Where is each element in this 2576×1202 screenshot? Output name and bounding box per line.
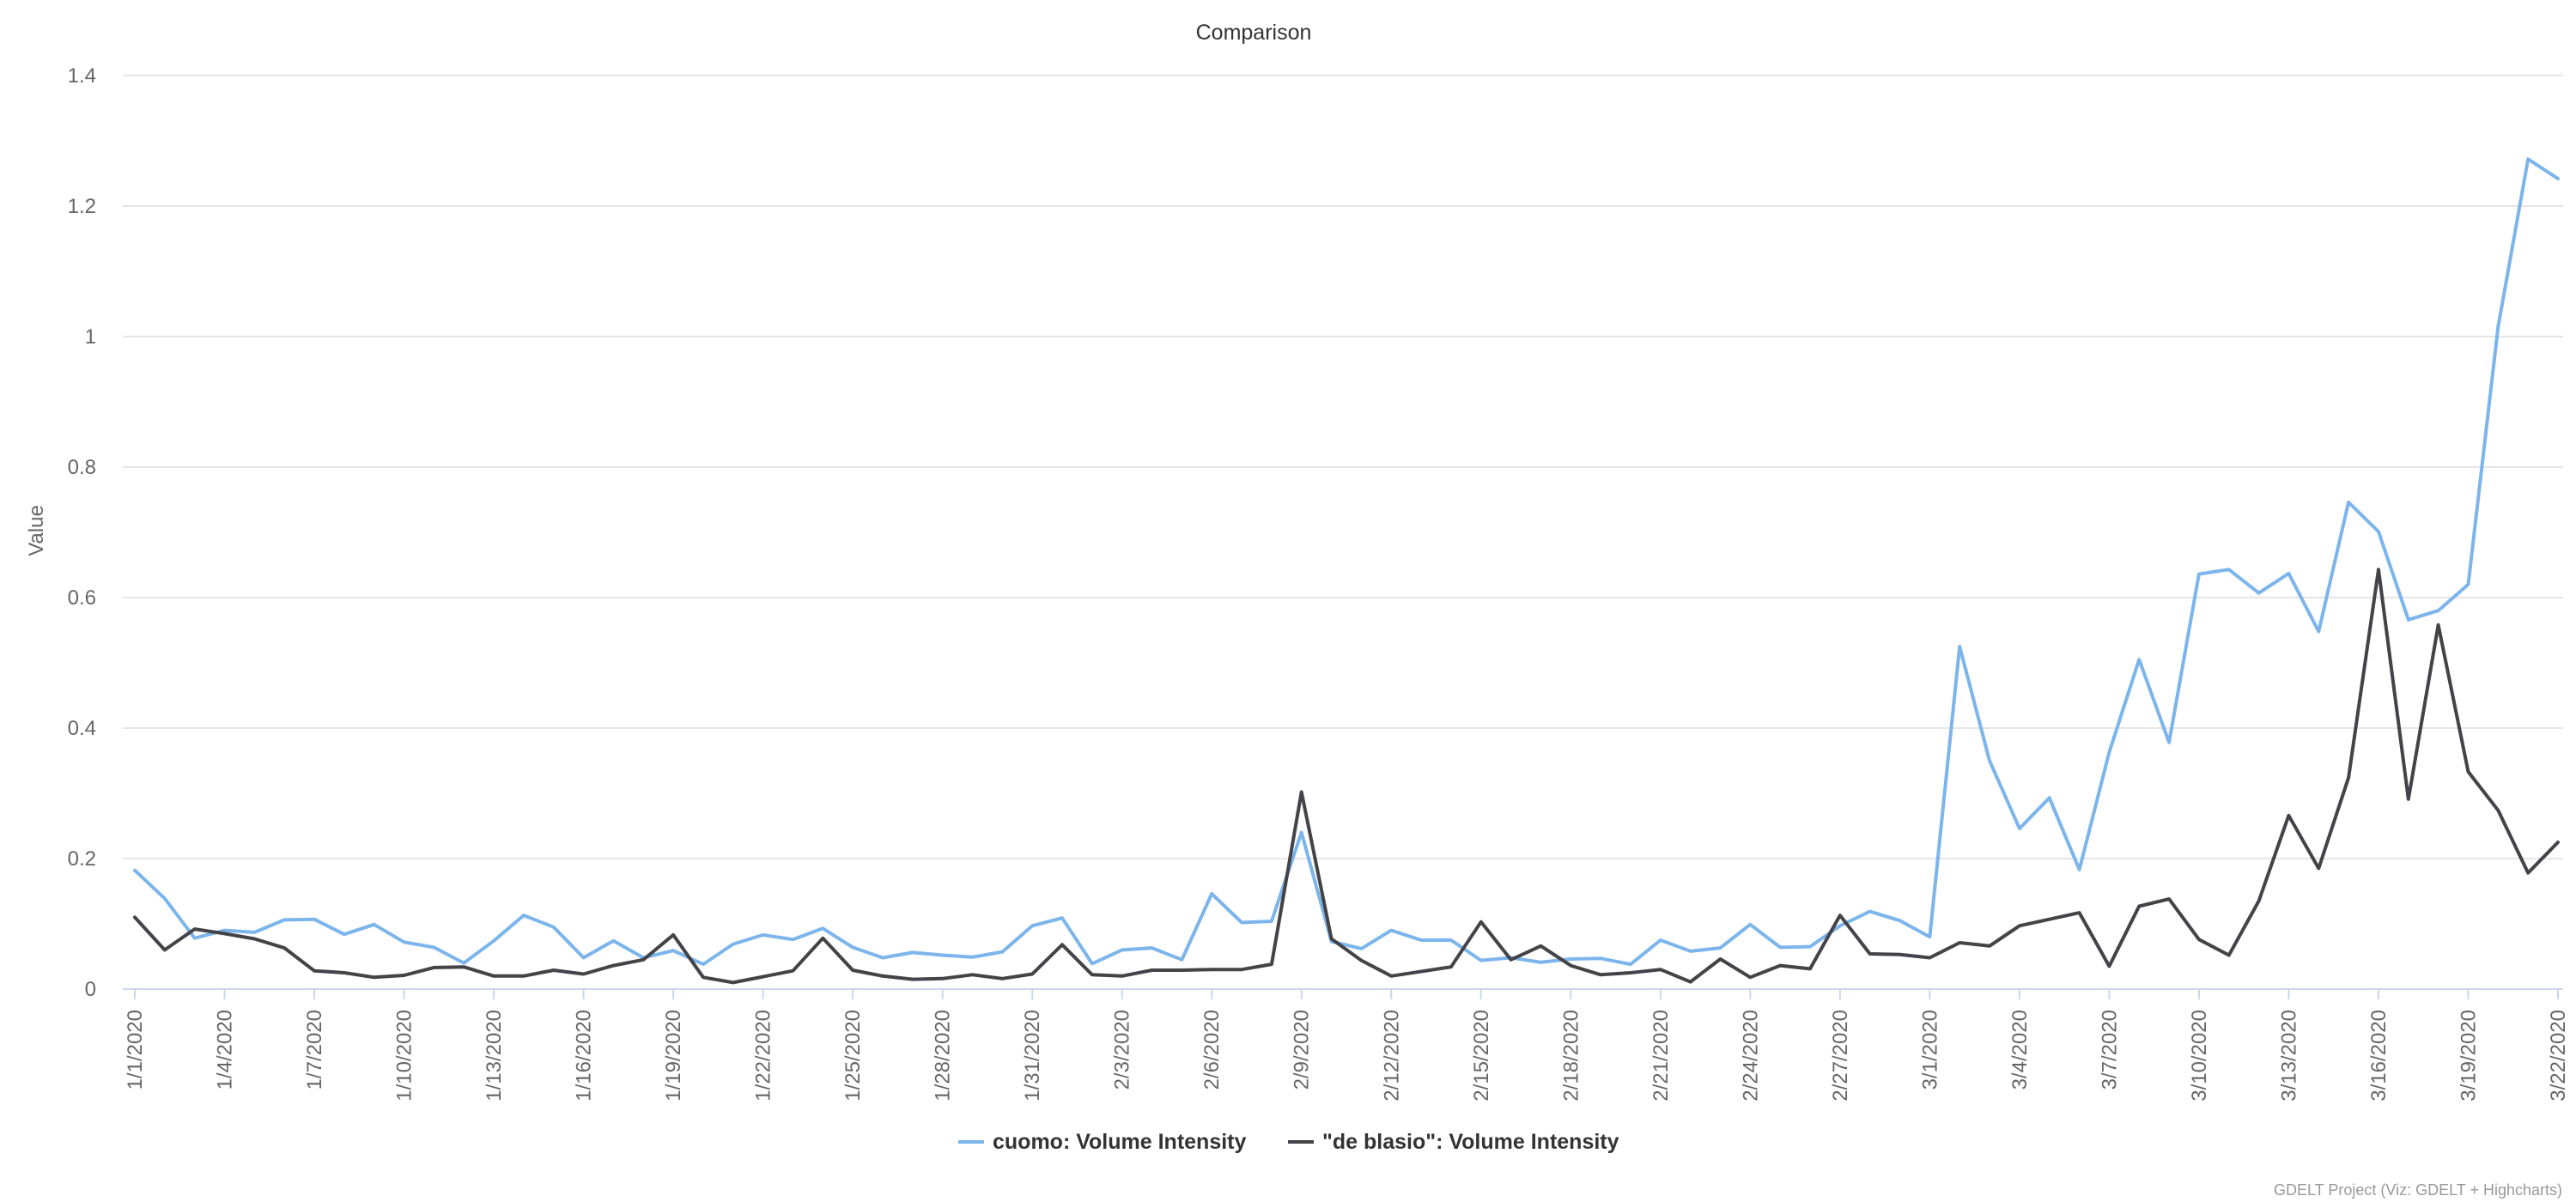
x-tick-label: 1/7/2020 xyxy=(303,1010,326,1090)
x-tick-label: 2/3/2020 xyxy=(1111,1010,1134,1090)
y-tick-label: 1.2 xyxy=(68,195,96,218)
x-tick-label: 2/12/2020 xyxy=(1380,1010,1403,1102)
chart-title: Comparison xyxy=(1196,21,1312,45)
x-tick-label: 3/16/2020 xyxy=(2367,1010,2391,1102)
x-tick-label: 2/15/2020 xyxy=(1470,1010,1493,1102)
x-tick-label: 3/10/2020 xyxy=(2188,1010,2211,1102)
legend-item-0[interactable]: cuomo: Volume Intensity xyxy=(958,1130,1246,1154)
x-tick-label: 1/31/2020 xyxy=(1021,1010,1044,1102)
y-tick-label: 1 xyxy=(85,325,96,349)
x-tick-label: 1/10/2020 xyxy=(393,1010,416,1102)
series-lines[interactable] xyxy=(133,157,2560,985)
y-tick-label: 0.2 xyxy=(68,847,96,871)
x-tick-label: 2/6/2020 xyxy=(1200,1010,1224,1090)
x-tick-label: 1/25/2020 xyxy=(841,1010,865,1102)
y-tick-label: 0.6 xyxy=(68,586,96,610)
x-tick-label: 3/1/2020 xyxy=(1918,1010,1941,1090)
y-tick-label: 0 xyxy=(85,978,96,1001)
x-tick-label: 1/22/2020 xyxy=(752,1010,775,1102)
x-tick-label: 3/4/2020 xyxy=(2008,1010,2032,1090)
y-tick-label: 0.4 xyxy=(68,717,96,740)
y-axis-label: Value xyxy=(25,505,48,556)
x-axis-ticks: 1/1/2020 1/4/2020 1/7/2020 1/10/2020 1/13/20… xyxy=(124,989,2570,1102)
x-tick-label: 1/19/2020 xyxy=(662,1010,685,1102)
series-points-0 xyxy=(133,158,2559,966)
series-line-0[interactable] xyxy=(133,157,2560,967)
x-tick-label: 2/21/2020 xyxy=(1649,1010,1673,1102)
x-tick-label: 3/19/2020 xyxy=(2457,1010,2480,1102)
x-tick-label: 2/9/2020 xyxy=(1291,1010,1314,1090)
x-tick-label: 3/22/2020 xyxy=(2547,1010,2570,1102)
x-tick-label: 2/24/2020 xyxy=(1739,1010,1762,1102)
x-tick-label: 2/27/2020 xyxy=(1829,1010,1852,1102)
y-axis-ticks: 0 0.2 0.4 0.6 0.8 1 1.2 1.4 xyxy=(68,64,96,1001)
legend-item-1[interactable]: "de blasio": Volume Intensity xyxy=(1288,1130,1619,1154)
y-tick-label: 1.4 xyxy=(68,64,96,88)
y-tick-label: 0.8 xyxy=(68,456,96,479)
x-tick-label: 1/1/2020 xyxy=(124,1010,147,1090)
x-tick-label: 1/4/2020 xyxy=(214,1010,237,1090)
legend-label: "de blasio": Volume Intensity xyxy=(1322,1130,1619,1154)
chart-credit[interactable]: GDELT Project (Viz: GDELT + Highcharts) xyxy=(2274,1181,2562,1199)
gridlines xyxy=(123,75,2563,859)
x-tick-label: 1/13/2020 xyxy=(483,1010,506,1102)
x-tick-label: 2/18/2020 xyxy=(1559,1010,1583,1102)
x-tick-label: 1/28/2020 xyxy=(932,1010,955,1102)
x-tick-label: 1/16/2020 xyxy=(573,1010,596,1102)
legend: cuomo: Volume Intensity "de blasio": Volu… xyxy=(958,1130,1619,1154)
legend-label: cuomo: Volume Intensity xyxy=(993,1130,1246,1154)
x-tick-label: 3/13/2020 xyxy=(2277,1010,2300,1102)
x-tick-label: 3/7/2020 xyxy=(2098,1010,2121,1090)
series-line-1[interactable] xyxy=(133,568,2560,985)
series-points-1 xyxy=(133,568,2559,984)
